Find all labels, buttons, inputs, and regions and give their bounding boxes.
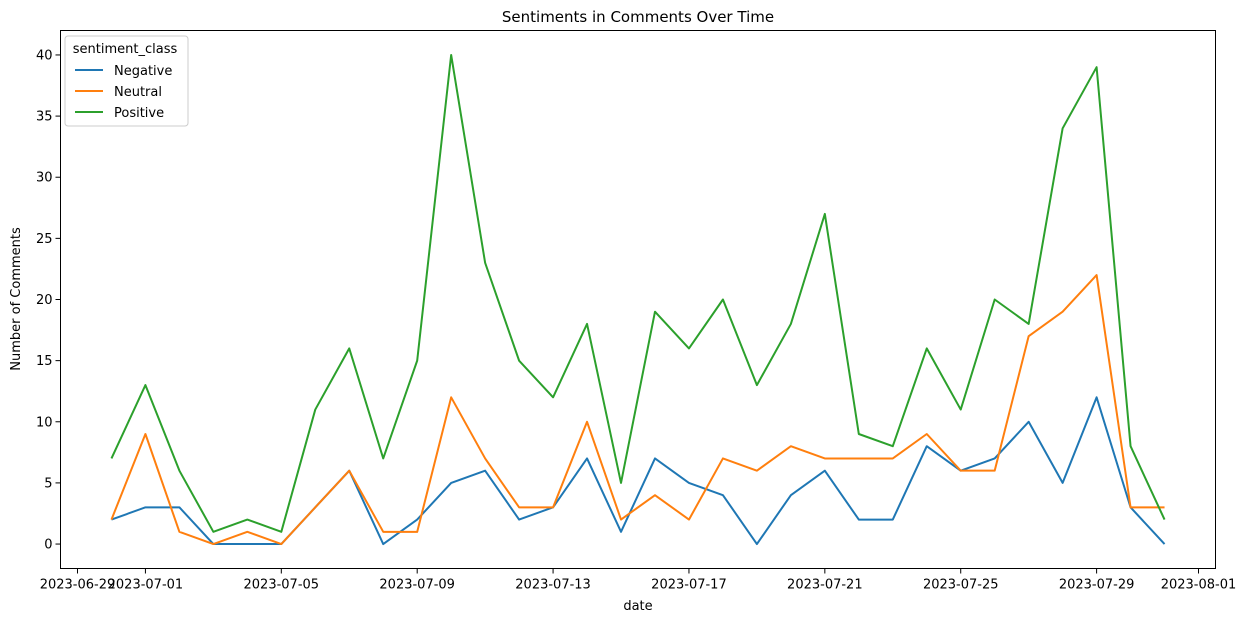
y-tick-label: 30	[36, 171, 53, 186]
legend-title: sentiment_class	[73, 42, 178, 57]
chart-title: Sentiments in Comments Over Time	[502, 8, 774, 26]
y-tick-label: 15	[36, 354, 53, 369]
x-tick-label: 2023-07-13	[515, 578, 591, 593]
legend-label-positive: Positive	[114, 106, 164, 121]
legend: sentiment_class Negative Neutral Positive	[64, 35, 189, 127]
y-tick-label: 0	[44, 538, 52, 553]
x-tick-label: 2023-07-25	[923, 578, 999, 593]
legend-items: Negative Neutral Positive	[75, 64, 172, 121]
series-line-negative	[111, 396, 1166, 546]
legend-label-neutral: Neutral	[114, 85, 162, 100]
y-tick-label: 35	[36, 110, 53, 125]
y-axis: 0 5 10 15 20 25 30 35 40	[36, 48, 61, 553]
y-tick-label: 20	[36, 293, 53, 308]
series-line-neutral	[110, 274, 1165, 546]
series-line-positive	[110, 53, 1166, 533]
x-tick-label: 2023-07-21	[787, 578, 863, 593]
x-tick-label: 2023-07-09	[379, 578, 455, 593]
y-tick-label: 25	[36, 232, 53, 247]
legend-box	[64, 35, 189, 127]
x-tick-label: 2023-07-05	[244, 578, 320, 593]
y-tick-label: 40	[36, 48, 53, 63]
series-lines	[110, 53, 1166, 546]
plot-area	[60, 30, 1216, 569]
y-tick-label: 10	[36, 415, 53, 430]
x-tick-label: 2023-07-29	[1059, 578, 1135, 593]
legend-label-negative: Negative	[114, 64, 172, 79]
x-axis-label: date	[623, 599, 652, 614]
x-tick-label: 2023-06-29	[40, 578, 116, 593]
x-tick-label: 2023-07-17	[651, 578, 727, 593]
x-tick-label: 2023-07-01	[108, 578, 184, 593]
y-axis-label: Number of Comments	[9, 227, 24, 371]
y-tick-label: 5	[44, 476, 52, 491]
x-tick-label: 2023-08-01	[1161, 578, 1237, 593]
